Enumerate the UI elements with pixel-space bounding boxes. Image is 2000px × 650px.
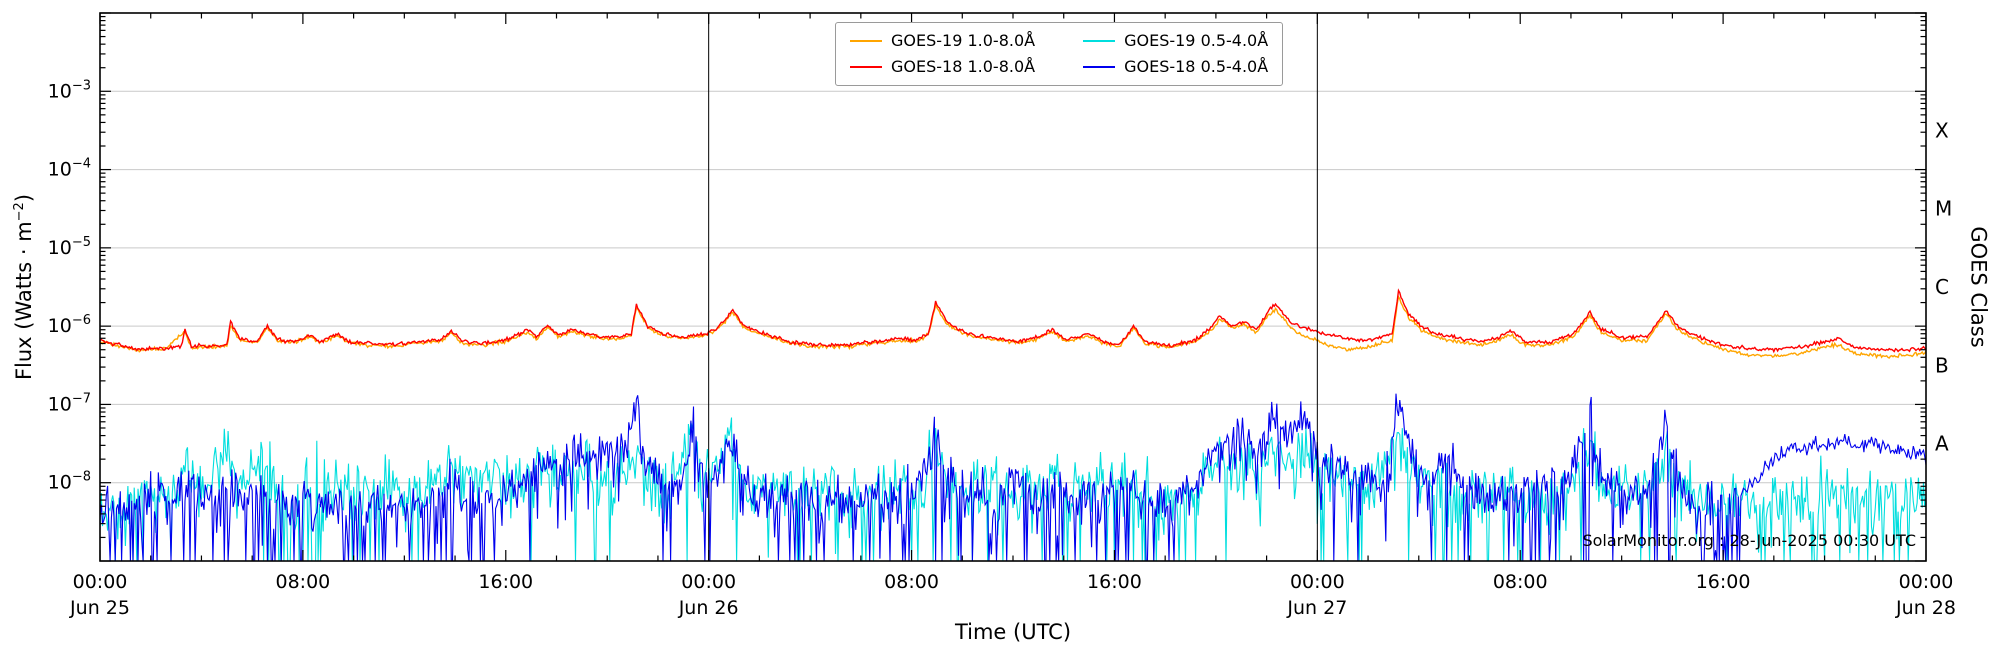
y-tick-label: 10−6: [48, 313, 91, 337]
x-tick-label: 00:00: [1290, 571, 1345, 593]
x-tick-label: 08:00: [276, 571, 331, 593]
goes-class-letter: B: [1935, 353, 1949, 377]
axis-ticks: [99, 12, 1927, 562]
y-tick-label: 10−8: [48, 470, 91, 494]
x-tick-label: 16:00: [478, 571, 533, 593]
legend-item: GOES-19 0.5-4.0Å: [1083, 31, 1268, 51]
legend-swatch: [1083, 66, 1116, 68]
x-date-label: Jun 25: [69, 597, 130, 619]
y-tick-label: 10−7: [48, 391, 91, 415]
x-tick-label: 08:00: [884, 571, 939, 593]
legend-label: GOES-19 0.5-4.0Å: [1124, 31, 1269, 50]
goes-class-letter: M: [1935, 197, 1952, 221]
gridlines: [100, 90, 1926, 484]
y-tick-label: 10−3: [48, 78, 91, 102]
legend-label: GOES-18 0.5-4.0Å: [1124, 57, 1269, 76]
series-line: [100, 294, 1926, 360]
x-date-label: Jun 26: [678, 597, 739, 619]
legend-swatch: [850, 66, 882, 68]
series-line: [100, 288, 1926, 354]
series-lines: [100, 288, 1926, 561]
y-tick-label: 10−5: [48, 235, 91, 259]
legend-label: GOES-18 1.0-8.0Å: [891, 57, 1036, 76]
legend-swatch: [850, 40, 882, 42]
y-tick-label: 10−4: [48, 157, 91, 181]
x-tick-label: 00:00: [1899, 571, 1954, 593]
legend-item: GOES-19 1.0-8.0Å: [850, 31, 1035, 51]
x-tick-label: 08:00: [1493, 571, 1548, 593]
x-date-label: Jun 28: [1895, 597, 1956, 619]
legend: GOES-19 1.0-8.0Å GOES-19 0.5-4.0Å GOES-1…: [835, 22, 1284, 86]
goes-class-letter: A: [1935, 432, 1949, 456]
x-tick-label: 00:00: [73, 571, 128, 593]
legend-swatch: [1083, 40, 1116, 42]
legend-item: GOES-18 0.5-4.0Å: [1083, 57, 1268, 77]
day-separator-lines: [708, 13, 1318, 561]
watermark-text: SolarMonitor.org : 28-Jun-2025 00:30 UTC: [1582, 531, 1916, 550]
goes-class-letter: X: [1935, 118, 1949, 142]
x-axis-title: Time (UTC): [954, 620, 1072, 644]
x-tick-labels: 00:00 Jun 25 08:00 16:00 00:00 Jun 26 08:00 16:…: [69, 571, 1956, 619]
y-tick-labels: 10−3 10−4 10−5 10−6 10−7 10−8: [48, 78, 91, 493]
x-date-label: Jun 27: [1286, 597, 1347, 619]
goes-class-letters: X M C B A: [1935, 118, 1952, 455]
series-line: [100, 393, 1926, 561]
x-tick-label: 16:00: [1087, 571, 1142, 593]
legend-label: GOES-19 1.0-8.0Å: [891, 31, 1036, 50]
x-tick-label: 16:00: [1696, 571, 1751, 593]
plot-frame: [99, 12, 1927, 562]
x-tick-label: 00:00: [681, 571, 736, 593]
legend-item: GOES-18 1.0-8.0Å: [850, 57, 1035, 77]
goes-class-letter: C: [1935, 275, 1949, 299]
